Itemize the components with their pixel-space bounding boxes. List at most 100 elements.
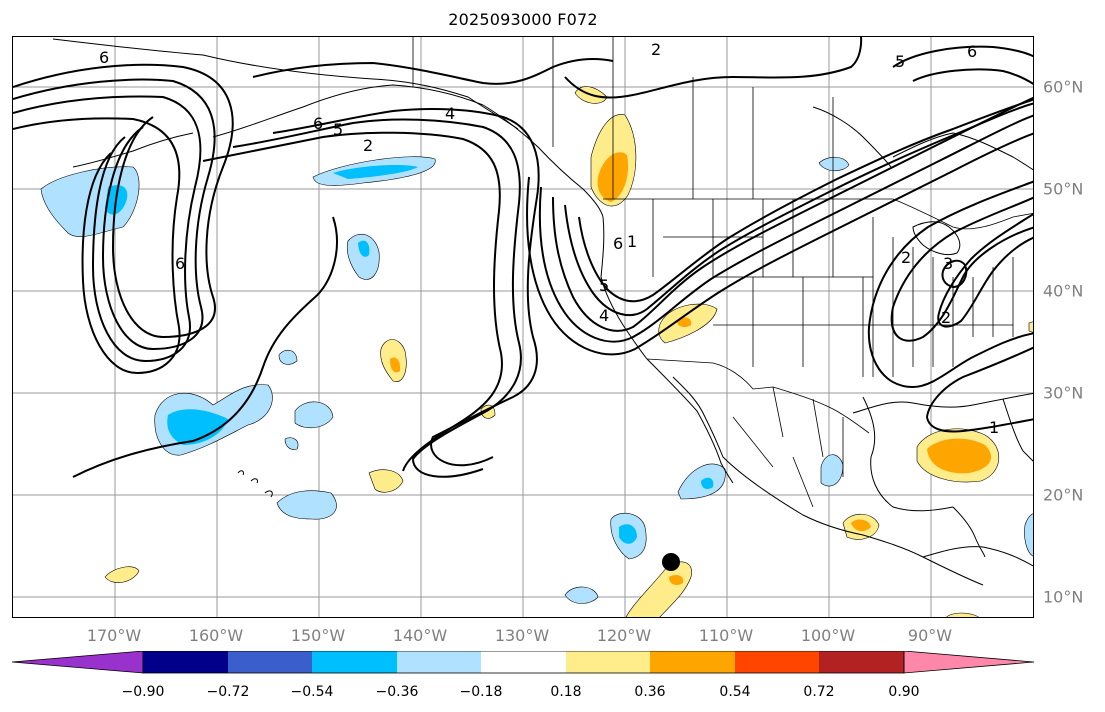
lat-label-10n: 10°N	[1043, 587, 1084, 607]
negative-small-3	[284, 437, 299, 450]
positive-small-2	[368, 469, 404, 493]
contour-line-16	[892, 45, 1033, 68]
negative-core-central	[167, 409, 228, 445]
colorbar-segment	[312, 651, 397, 673]
colorbar-segment	[143, 651, 228, 673]
colorbar-segment	[397, 651, 481, 673]
coast-yucatan	[952, 506, 986, 558]
lon-label-90w: 90°W	[907, 626, 953, 645]
lat-label-50n: 50°N	[1043, 179, 1084, 199]
us-mexico-border	[646, 358, 870, 434]
contour-label: 4	[445, 104, 455, 123]
positive-core-south	[669, 575, 684, 585]
contour-label: 5	[895, 52, 905, 71]
negative-core-baja	[701, 477, 714, 489]
colorbar-segment	[566, 651, 650, 673]
negative-small-2	[294, 401, 334, 429]
positive-core-pacific-central	[390, 357, 401, 373]
colorbar-tick-label: 0.36	[634, 684, 666, 700]
contour-label: 2	[363, 136, 373, 155]
lat-label-40n: 40°N	[1043, 281, 1084, 301]
negative-core-ne-pacific	[358, 240, 370, 257]
state-grid	[652, 199, 1014, 377]
negative-region-ne-pacific	[346, 233, 380, 280]
graticule	[13, 37, 1033, 617]
political-borders	[412, 37, 1033, 508]
us-canada-border	[603, 198, 1033, 230]
lat-label-30n: 30°N	[1043, 383, 1084, 403]
coast-bc-panhandle	[482, 104, 604, 218]
contour-trough-east-3	[867, 180, 1033, 389]
colorbar-tick-label: −0.18	[459, 684, 503, 700]
positive-small-se-edge	[946, 612, 979, 617]
colorbar-tick-label: −0.54	[290, 684, 334, 700]
contour-line-3	[13, 95, 202, 363]
contour-line-12	[526, 132, 1033, 356]
colorbar-extend-low	[12, 651, 144, 674]
coast-baja	[646, 358, 734, 484]
contour-line-6	[232, 118, 522, 478]
contour-line-7	[202, 131, 503, 472]
negative-core-mexico-west	[619, 524, 637, 544]
coast-alaska-peninsula	[212, 84, 484, 138]
lon-label-170w: 170°W	[86, 626, 142, 645]
lat-label-20n: 20°N	[1043, 485, 1084, 505]
contour-line-8	[252, 58, 614, 85]
colorbar-tick-label: −0.90	[121, 684, 165, 700]
positive-core-mexico	[851, 519, 871, 532]
contour-label-group: 6 2 6 5 2 4 6 6 1 5 4 3 2 1 2 5 6	[99, 40, 999, 437]
contour-line-4	[13, 117, 181, 375]
colorbar-segment	[735, 651, 819, 673]
mexico-state-borders	[732, 386, 844, 508]
colorbar-segment	[650, 651, 735, 673]
lon-label-100w: 100°W	[800, 626, 856, 645]
lon-label-130w: 130°W	[494, 626, 550, 645]
coast-hudson	[812, 106, 892, 168]
colorbar-tick-label: −0.36	[375, 684, 419, 700]
colorbar-tick-label: 0.90	[888, 684, 920, 700]
colorbar-extend-high	[903, 651, 1035, 674]
colorbar-segment	[228, 651, 312, 673]
map-canvas: 6 2 6 5 2 4 6 6 1 5 4 3 2 1 2 5 6	[13, 37, 1033, 617]
lon-label-120w: 120°W	[596, 626, 652, 645]
contour-label: 6	[613, 234, 623, 253]
contour-line-14	[578, 98, 1033, 303]
negative-small-east-edge	[1024, 513, 1033, 557]
negative-small-1	[278, 349, 298, 365]
contour-label: 1	[989, 418, 999, 437]
positive-tail-south	[625, 561, 692, 617]
negative-small-south	[564, 586, 599, 604]
positive-core-california	[677, 317, 692, 328]
colorbar-tick-label: −0.72	[206, 684, 250, 700]
contour-label: 4	[599, 306, 609, 325]
colorbar-segment	[819, 651, 904, 673]
colorbar-tick-label: 0.72	[803, 684, 835, 700]
contour-label: 2	[901, 248, 911, 267]
contour-label: 6	[99, 48, 109, 67]
canada-province-borders	[412, 37, 834, 199]
positive-small-3	[104, 566, 140, 583]
coastlines	[52, 38, 1033, 586]
contour-line-9	[72, 216, 338, 478]
coast-alaska-north	[52, 38, 519, 130]
contours	[13, 37, 1033, 478]
contour-line-15	[564, 37, 863, 99]
positive-core-gulf	[927, 438, 992, 474]
contour-line-2	[13, 78, 216, 351]
negative-core-gulf-alaska	[333, 165, 418, 179]
colorbar-tick-label: 0.54	[719, 684, 751, 700]
contour-low-center	[941, 259, 968, 289]
contour-label: 2	[941, 308, 951, 327]
contour-label: 3	[943, 254, 953, 273]
map-title: 2025093000 F072	[448, 10, 598, 29]
contour-line-17	[912, 68, 1033, 85]
colorbar-segment	[481, 651, 566, 673]
contour-line-1	[13, 63, 234, 339]
contour-label: 6	[175, 254, 185, 273]
hawaii	[237, 470, 273, 498]
colorbar-tick-label: 0.18	[550, 684, 582, 700]
colorbar	[12, 651, 1035, 674]
contour-label: 5	[333, 120, 343, 139]
contour-line-11	[538, 114, 1033, 343]
contour-line-13	[564, 102, 1033, 317]
